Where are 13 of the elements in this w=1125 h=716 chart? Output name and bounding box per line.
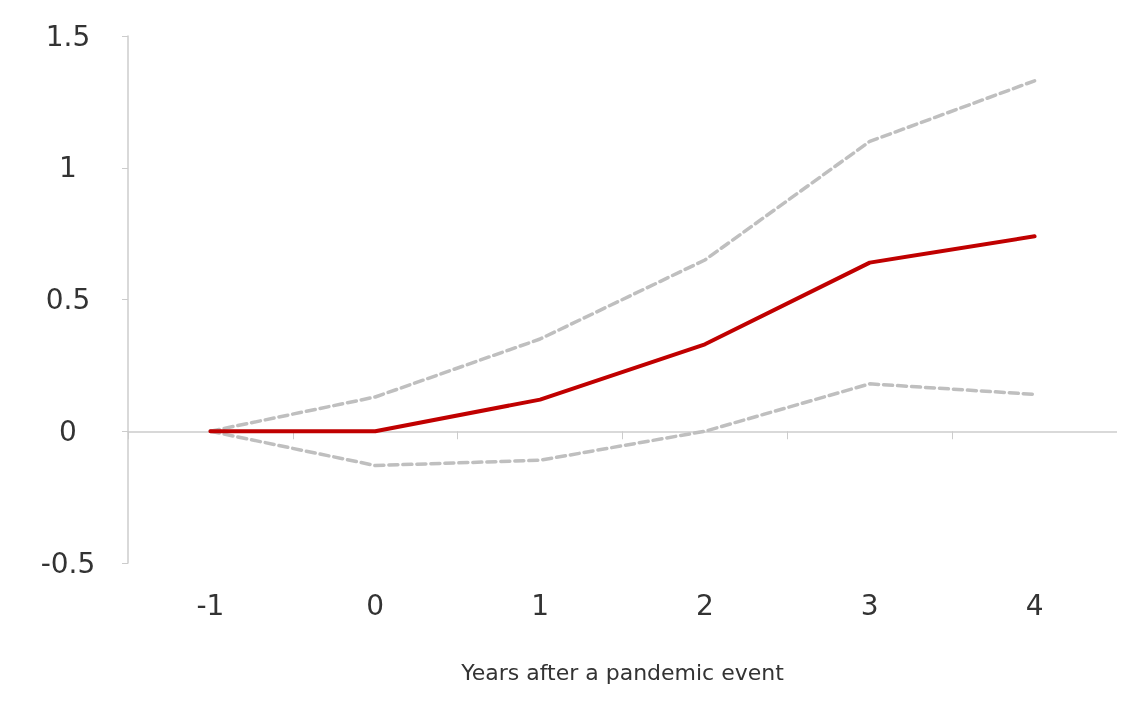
line-series bbox=[208, 234, 1037, 434]
x-tick-label: 1 bbox=[531, 588, 549, 622]
x-axis-title: Years after a pandemic event bbox=[460, 659, 785, 685]
y-tick-label: -0.5 bbox=[40, 546, 96, 580]
x-tick-label: 3 bbox=[860, 588, 879, 622]
y-tick-label: 1.5 bbox=[45, 19, 91, 53]
x-tick-label: 2 bbox=[696, 588, 714, 622]
y-tick-label: 0 bbox=[59, 414, 77, 448]
y-tick-label: 0.5 bbox=[45, 283, 91, 316]
y-tick-label: 1 bbox=[59, 151, 77, 185]
x-tick-label: 0 bbox=[366, 588, 385, 622]
x-tick-label: -1 bbox=[196, 588, 225, 622]
x-tick-label: 4 bbox=[1025, 588, 1044, 622]
